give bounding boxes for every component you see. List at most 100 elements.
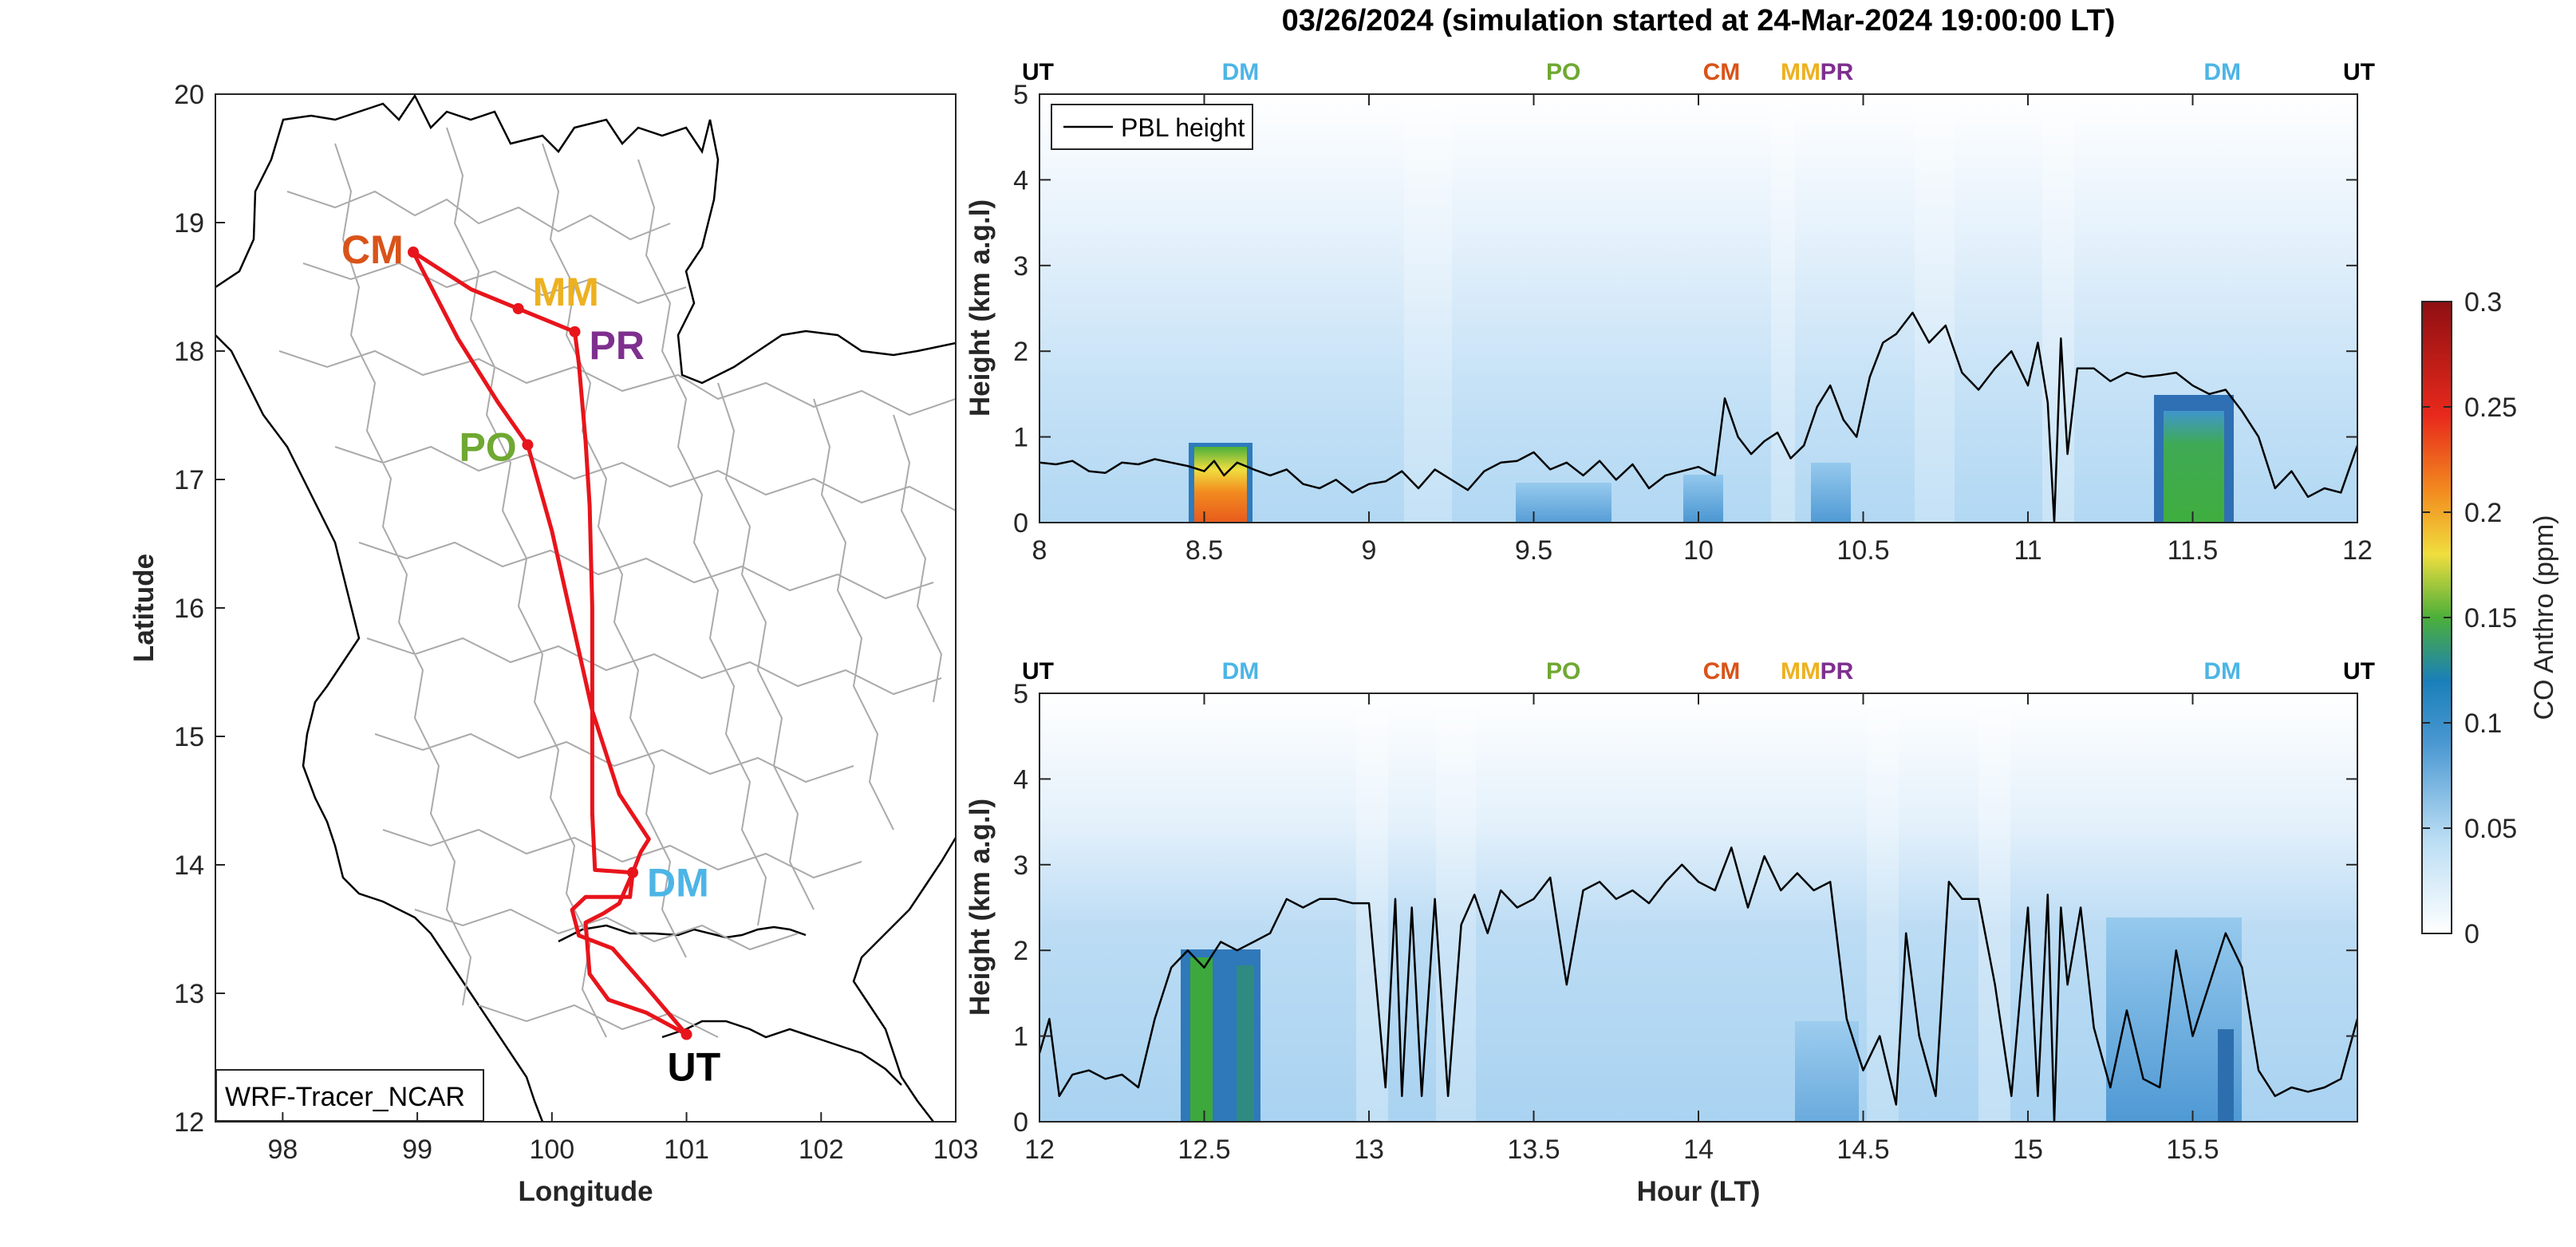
plume-cm-top — [1683, 475, 1723, 523]
site-dots — [408, 247, 692, 1040]
province-borders — [278, 127, 956, 1038]
map-panel: CM MM PR PO DM UT WRF-Tracer_NCAR 98 99 100 101 1… — [128, 80, 978, 1207]
site-marker-dm: DM — [1222, 59, 1260, 85]
map-x-ticks: 98 99 100 101 102 103 — [267, 1112, 978, 1165]
x-ticks-bottom: 12 12.5 13 13.5 14 14.5 15 15.5 — [1024, 693, 2219, 1165]
map-y-tick-label: 20 — [174, 80, 204, 110]
plume-bottom-mid — [1795, 1021, 1859, 1122]
map-x-tick-label: 103 — [933, 1135, 979, 1165]
map-y-tick-label: 19 — [174, 208, 204, 239]
x-tick-label: 10 — [1683, 535, 1714, 566]
map-y-tick-label: 18 — [174, 337, 204, 367]
x-tick-label: 9.5 — [1515, 535, 1552, 566]
colorbar-tick-label: 0.2 — [2464, 498, 2502, 528]
plume-dm-bottom — [1190, 957, 1213, 1122]
site-marker-pr: PR — [1821, 658, 1854, 685]
x-tick-label: 14 — [1683, 1135, 1714, 1165]
x-tick-label: 12.5 — [1178, 1135, 1230, 1165]
y-ticks-top: 0 1 2 3 4 5 — [1013, 80, 2357, 539]
site-dot-cm — [408, 247, 420, 258]
y-ticks-bottom: 0 1 2 3 4 5 — [1013, 679, 2357, 1138]
colorbar-tick-label: 0 — [2464, 919, 2479, 949]
map-y-tick-label: 15 — [174, 722, 204, 752]
site-dot-ut — [680, 1028, 692, 1040]
model-label: WRF-Tracer_NCAR — [225, 1082, 465, 1112]
x-tick-label: 10.5 — [1836, 535, 1889, 566]
colorbar-tick-label: 0.25 — [2464, 393, 2517, 423]
colorbar-tick-label: 0.05 — [2464, 814, 2517, 844]
site-marker-dm: DM — [2203, 658, 2241, 685]
site-label-dm: DM — [647, 861, 709, 906]
site-dot-dm — [627, 866, 639, 878]
map-x-tick-label: 101 — [664, 1135, 709, 1165]
site-marker-cm: CM — [1703, 59, 1741, 85]
plume-po-top — [1516, 483, 1611, 523]
site-marker-ut: UT — [1022, 658, 1054, 685]
site-label-po: PO — [459, 425, 516, 470]
colorbar-ticks: 0 0.05 0.1 0.15 0.2 0.25 0.3 — [2422, 287, 2517, 949]
site-dot-po — [522, 439, 534, 451]
map-y-tick-label: 14 — [174, 850, 204, 881]
site-dot-mm — [512, 302, 524, 314]
site-marker-mm: MM — [1781, 658, 1821, 685]
x-tick-label: 14.5 — [1836, 1135, 1889, 1165]
streak — [1915, 94, 1955, 523]
site-marker-ut: UT — [2343, 658, 2375, 685]
x-tick-label: 15 — [2013, 1135, 2043, 1165]
heatmap-background-top — [1039, 94, 2357, 523]
site-marker-po: PO — [1546, 59, 1580, 85]
xlabel-bottom: Hour (LT) — [1637, 1176, 1761, 1207]
site-dot-pr — [569, 326, 581, 337]
site-label-mm: MM — [533, 270, 599, 314]
streak — [1436, 693, 1476, 1122]
y-tick-label: 5 — [1013, 679, 1028, 709]
y-tick-label: 4 — [1013, 764, 1028, 795]
figure-title: 03/26/2024 (simulation started at 24-Mar… — [1282, 4, 2116, 37]
x-ticks-top: 8 8.5 9 9.5 10 10.5 11 11.5 12 — [1032, 94, 2373, 566]
plume-dm2-top — [2164, 411, 2224, 523]
site-label-ut: UT — [668, 1045, 721, 1090]
map-y-tick-label: 17 — [174, 465, 204, 495]
y-tick-label: 3 — [1013, 251, 1028, 282]
y-tick-label: 2 — [1013, 936, 1028, 966]
site-label-cm: CM — [341, 227, 404, 272]
x-tick-label: 8.5 — [1185, 535, 1223, 566]
plume-dm-top — [1194, 447, 1247, 523]
streak — [2042, 94, 2074, 523]
y-tick-label: 0 — [1013, 508, 1028, 539]
site-marker-ut: UT — [1022, 59, 1054, 85]
streak — [1404, 94, 1452, 523]
streak — [1771, 94, 1795, 523]
x-tick-label: 12 — [1024, 1135, 1055, 1165]
map-xlabel: Longitude — [518, 1176, 653, 1207]
map-x-tick-label: 98 — [267, 1135, 298, 1165]
legend-label: PBL height — [1121, 113, 1245, 142]
pbl-height-line-bottom — [1039, 846, 2357, 1122]
colorbar-tick-label: 0.15 — [2464, 603, 2517, 633]
map-y-tick-label: 16 — [174, 594, 204, 624]
site-labels: CM MM PR PO DM UT — [341, 227, 720, 1089]
map-y-ticks: 12 13 14 15 16 17 18 19 20 — [174, 80, 225, 1138]
colorbar: 0 0.05 0.1 0.15 0.2 0.25 0.3 CO Anthro (ppm) — [2421, 287, 2559, 949]
legend: PBL height — [1051, 104, 1253, 150]
site-marker-cm: CM — [1703, 658, 1741, 685]
x-tick-label: 8 — [1032, 535, 1047, 566]
site-markers-top: UT DM PO CM MM PR DM UT — [1022, 59, 2375, 85]
site-marker-mm: MM — [1781, 59, 1821, 85]
map-y-tick-label: 13 — [174, 979, 204, 1009]
y-tick-label: 2 — [1013, 337, 1028, 367]
pbl-height-line-top — [1039, 311, 2357, 523]
y-tick-label: 1 — [1013, 1022, 1028, 1052]
plume-dm2-bottom-core — [2218, 1029, 2234, 1122]
site-marker-dm: DM — [1222, 658, 1260, 685]
colorbar-label: CO Anthro (ppm) — [2529, 515, 2559, 720]
heatmap-field-bottom — [1039, 693, 2357, 1122]
map-y-tick-label: 12 — [174, 1107, 204, 1138]
x-tick-label: 15.5 — [2166, 1135, 2219, 1165]
map-x-tick-label: 102 — [799, 1135, 844, 1165]
x-tick-label: 11.5 — [2168, 535, 2219, 566]
x-tick-label: 13 — [1354, 1135, 1384, 1165]
y-tick-label: 4 — [1013, 165, 1028, 195]
